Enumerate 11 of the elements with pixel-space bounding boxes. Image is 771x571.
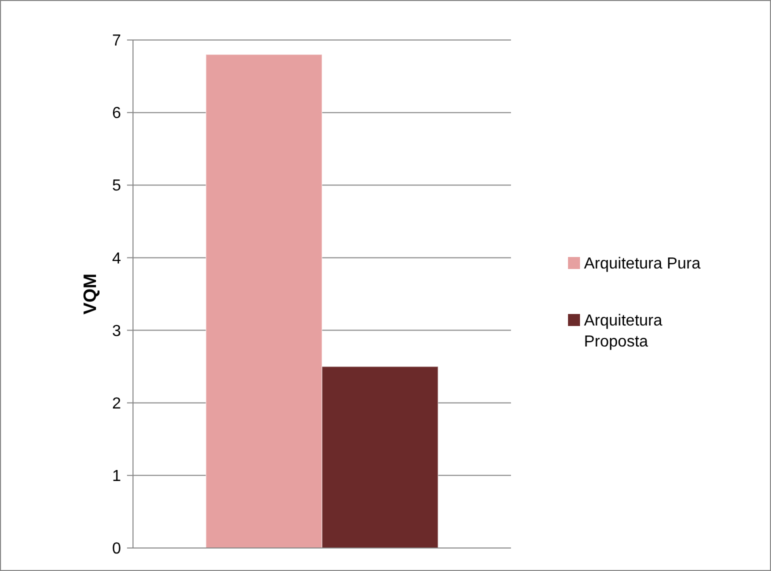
y-tick-label: 5: [112, 178, 122, 195]
y-axis-title: VQM: [80, 273, 100, 315]
legend-label: Arquitetura Pura: [584, 256, 701, 273]
y-tick-label: 6: [112, 105, 122, 122]
y-tick-label: 7: [112, 32, 122, 50]
y-tick-label: 2: [112, 395, 122, 412]
y-tick-label: 4: [112, 250, 122, 268]
y-tick-label: 1: [112, 468, 122, 486]
legend-label: Arquitetura Proposta: [584, 312, 662, 350]
y-tick-label: 0: [112, 540, 122, 558]
y-tick-label: 3: [112, 322, 122, 340]
